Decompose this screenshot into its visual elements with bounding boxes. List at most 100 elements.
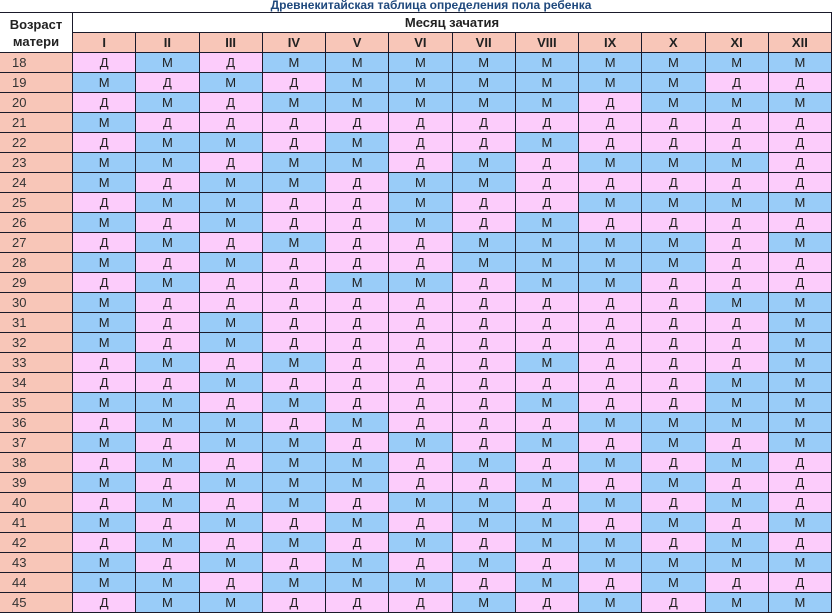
age-cell: 36 xyxy=(0,412,73,433)
girl-cell: Д xyxy=(641,272,706,293)
girl-cell: Д xyxy=(451,572,516,593)
table-row: 20 Д М Д М М М М М Д М М М xyxy=(0,92,832,113)
boy-cell: М xyxy=(198,332,263,353)
girl-cell: Д xyxy=(135,312,200,333)
age-cell: 29 xyxy=(0,272,73,293)
age-cell: 37 xyxy=(0,432,73,453)
girl-cell: Д xyxy=(641,172,706,193)
girl-cell: Д xyxy=(577,432,643,453)
girl-cell: Д xyxy=(135,372,200,393)
boy-cell: М xyxy=(704,152,769,173)
boy-cell: М xyxy=(767,52,832,73)
boy-cell: М xyxy=(577,492,643,513)
boy-cell: М xyxy=(261,172,327,193)
boy-cell: М xyxy=(261,232,327,253)
table-row: 24 М Д М М Д М М Д Д Д Д Д xyxy=(0,172,832,193)
girl-cell: Д xyxy=(71,352,137,373)
girl-cell: Д xyxy=(198,92,263,113)
girl-cell: Д xyxy=(198,352,263,373)
boy-cell: М xyxy=(704,372,769,393)
girl-cell: Д xyxy=(261,312,327,333)
table-row: 19 М Д М Д М М М М М М Д Д xyxy=(0,72,832,93)
boy-cell: М xyxy=(135,272,200,293)
boy-cell: М xyxy=(641,152,706,173)
boy-cell: М xyxy=(198,312,263,333)
boy-cell: М xyxy=(324,512,390,533)
girl-cell: Д xyxy=(641,392,706,413)
girl-cell: Д xyxy=(704,312,769,333)
boy-cell: М xyxy=(135,412,200,433)
boy-cell: М xyxy=(388,572,453,593)
boy-cell: М xyxy=(514,92,580,113)
girl-cell: Д xyxy=(704,172,769,193)
boy-cell: М xyxy=(135,572,200,593)
boy-cell: М xyxy=(135,132,200,153)
boy-cell: М xyxy=(577,552,643,573)
girl-cell: Д xyxy=(577,132,643,153)
girl-cell: Д xyxy=(388,472,453,493)
girl-cell: Д xyxy=(388,252,453,273)
boy-cell: М xyxy=(767,352,832,373)
age-cell: 22 xyxy=(0,132,73,153)
table-row: 21 М Д Д Д Д Д Д Д Д Д Д Д xyxy=(0,112,832,133)
girl-cell: Д xyxy=(704,72,769,93)
boy-cell: М xyxy=(71,512,137,533)
boy-cell: М xyxy=(324,92,390,113)
table-row: 27 Д М Д М Д Д М М М М Д М xyxy=(0,232,832,253)
table-row: 43 М Д М Д М Д М Д М М М М xyxy=(0,552,832,573)
girl-cell: Д xyxy=(767,212,832,233)
boy-cell: М xyxy=(71,212,137,233)
table-row: 25 Д М М Д Д М Д Д М М М М xyxy=(0,192,832,213)
girl-cell: Д xyxy=(324,292,390,313)
boy-cell: М xyxy=(577,272,643,293)
boy-cell: М xyxy=(577,452,643,473)
boy-cell: М xyxy=(198,132,263,153)
boy-cell: М xyxy=(135,52,200,73)
boy-cell: М xyxy=(71,292,137,313)
boy-cell: М xyxy=(577,152,643,173)
boy-cell: М xyxy=(71,332,137,353)
girl-cell: Д xyxy=(704,272,769,293)
table-row: 40 Д М Д М Д М М Д М Д М Д xyxy=(0,492,832,513)
girl-cell: Д xyxy=(767,472,832,493)
age-cell: 32 xyxy=(0,332,73,353)
table-row: 33 Д М Д М Д Д Д М Д Д Д М xyxy=(0,352,832,373)
girl-cell: Д xyxy=(135,472,200,493)
month-header: V xyxy=(324,32,390,53)
girl-cell: Д xyxy=(71,132,137,153)
girl-cell: Д xyxy=(641,352,706,373)
boy-cell: М xyxy=(577,252,643,273)
girl-cell: Д xyxy=(514,152,580,173)
boy-cell: М xyxy=(198,412,263,433)
header-row-1: Возраст матери Месяц зачатия xyxy=(0,12,832,53)
girl-cell: Д xyxy=(198,572,263,593)
age-cell: 21 xyxy=(0,112,73,133)
age-cell: 33 xyxy=(0,352,73,373)
table-row: 34 Д Д М Д Д Д Д Д Д Д М М xyxy=(0,372,832,393)
boy-cell: М xyxy=(198,372,263,393)
girl-cell: Д xyxy=(767,572,832,593)
boy-cell: М xyxy=(514,232,580,253)
boy-cell: М xyxy=(767,512,832,533)
girl-cell: Д xyxy=(704,572,769,593)
boy-cell: М xyxy=(324,572,390,593)
boy-cell: М xyxy=(514,252,580,273)
boy-cell: М xyxy=(767,292,832,313)
girl-cell: Д xyxy=(451,412,516,433)
boy-cell: М xyxy=(641,412,706,433)
girl-cell: Д xyxy=(324,392,390,413)
boy-cell: М xyxy=(451,492,516,513)
girl-cell: Д xyxy=(767,252,832,273)
age-cell: 38 xyxy=(0,452,73,473)
girl-cell: Д xyxy=(135,112,200,133)
boy-cell: М xyxy=(767,192,832,213)
girl-cell: Д xyxy=(261,412,327,433)
table-row: 22 Д М М Д М Д Д М Д Д Д Д xyxy=(0,132,832,153)
boy-cell: М xyxy=(71,552,137,573)
girl-cell: Д xyxy=(704,232,769,253)
age-cell: 41 xyxy=(0,512,73,533)
boy-cell: М xyxy=(261,432,327,453)
boy-cell: М xyxy=(135,532,200,553)
boy-cell: М xyxy=(577,232,643,253)
age-cell: 20 xyxy=(0,92,73,113)
